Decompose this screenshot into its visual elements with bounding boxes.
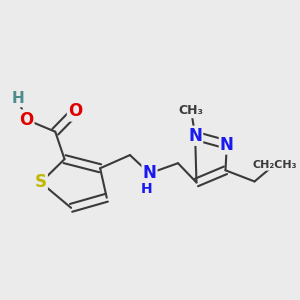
Text: N: N xyxy=(188,127,202,145)
Text: O: O xyxy=(68,102,82,120)
Text: H: H xyxy=(140,182,152,196)
Text: CH₂CH₃: CH₂CH₃ xyxy=(252,160,297,170)
Text: S: S xyxy=(35,173,47,191)
Text: H: H xyxy=(11,91,24,106)
Text: CH₃: CH₃ xyxy=(179,104,204,117)
Text: N: N xyxy=(142,164,156,182)
Text: O: O xyxy=(19,111,33,129)
Text: N: N xyxy=(220,136,234,154)
